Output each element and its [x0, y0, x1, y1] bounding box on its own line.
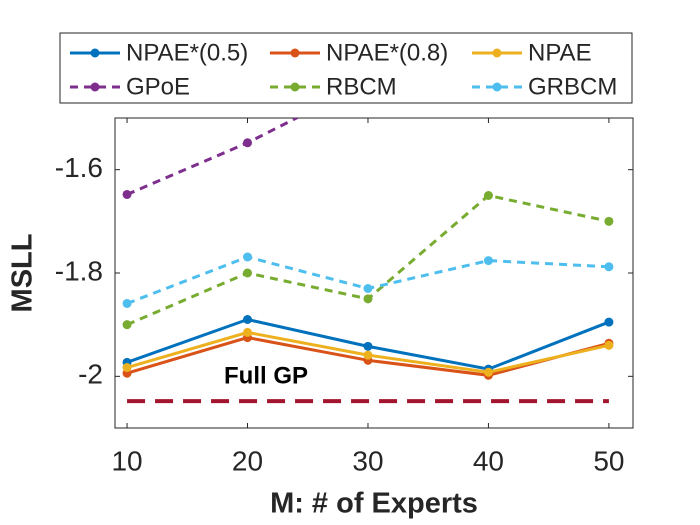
- legend-marker: [90, 48, 100, 58]
- plot-content: [122, 118, 614, 404]
- series-marker: [363, 294, 373, 304]
- x-tick-label: 40: [473, 445, 504, 476]
- legend-label: RBCM: [326, 73, 397, 100]
- legend-label: NPAE*(0.8): [326, 39, 448, 66]
- x-tick-label: 20: [232, 445, 263, 476]
- legend-label: GRBCM: [528, 73, 617, 100]
- series-marker: [122, 298, 132, 308]
- legend-label: NPAE*(0.5): [126, 39, 248, 66]
- series-marker: [604, 262, 614, 272]
- series-marker: [604, 317, 614, 327]
- legend-label: NPAE: [528, 39, 592, 66]
- legend-marker: [290, 82, 300, 92]
- legend-marker: [290, 48, 300, 58]
- y-axis-label: MSLL: [7, 234, 39, 313]
- series-marker: [122, 320, 132, 330]
- legend-marker: [492, 82, 502, 92]
- legend-box: [59, 32, 633, 104]
- x-tick-label: 30: [352, 445, 383, 476]
- y-tick-label: -2: [78, 359, 103, 390]
- series-marker: [122, 189, 132, 199]
- plot-area: [114, 117, 634, 429]
- legend-marker: [90, 82, 100, 92]
- y-tick-label: -1.6: [55, 152, 103, 183]
- x-tick-label: 10: [111, 445, 142, 476]
- legend-marker: [492, 48, 502, 58]
- y-tick-label: -1.8: [55, 255, 103, 286]
- series-marker: [483, 367, 493, 377]
- series-marker: [122, 363, 132, 373]
- series-marker: [243, 327, 253, 337]
- x-axis-label: M: # of Experts: [270, 488, 478, 520]
- series-marker: [243, 138, 253, 148]
- series-marker: [243, 315, 253, 324]
- x-tick-label: 50: [593, 445, 624, 476]
- series-marker: [363, 284, 373, 293]
- series-marker: [243, 252, 253, 262]
- series-marker: [604, 340, 614, 350]
- reference-label: Full GP: [224, 362, 308, 389]
- series-marker: [604, 216, 614, 226]
- legend-label: GPoE: [126, 73, 190, 100]
- series-marker: [363, 341, 373, 351]
- series-marker: [363, 350, 373, 360]
- series-marker: [483, 191, 493, 200]
- series-marker: [483, 256, 493, 266]
- series-marker: [243, 268, 253, 278]
